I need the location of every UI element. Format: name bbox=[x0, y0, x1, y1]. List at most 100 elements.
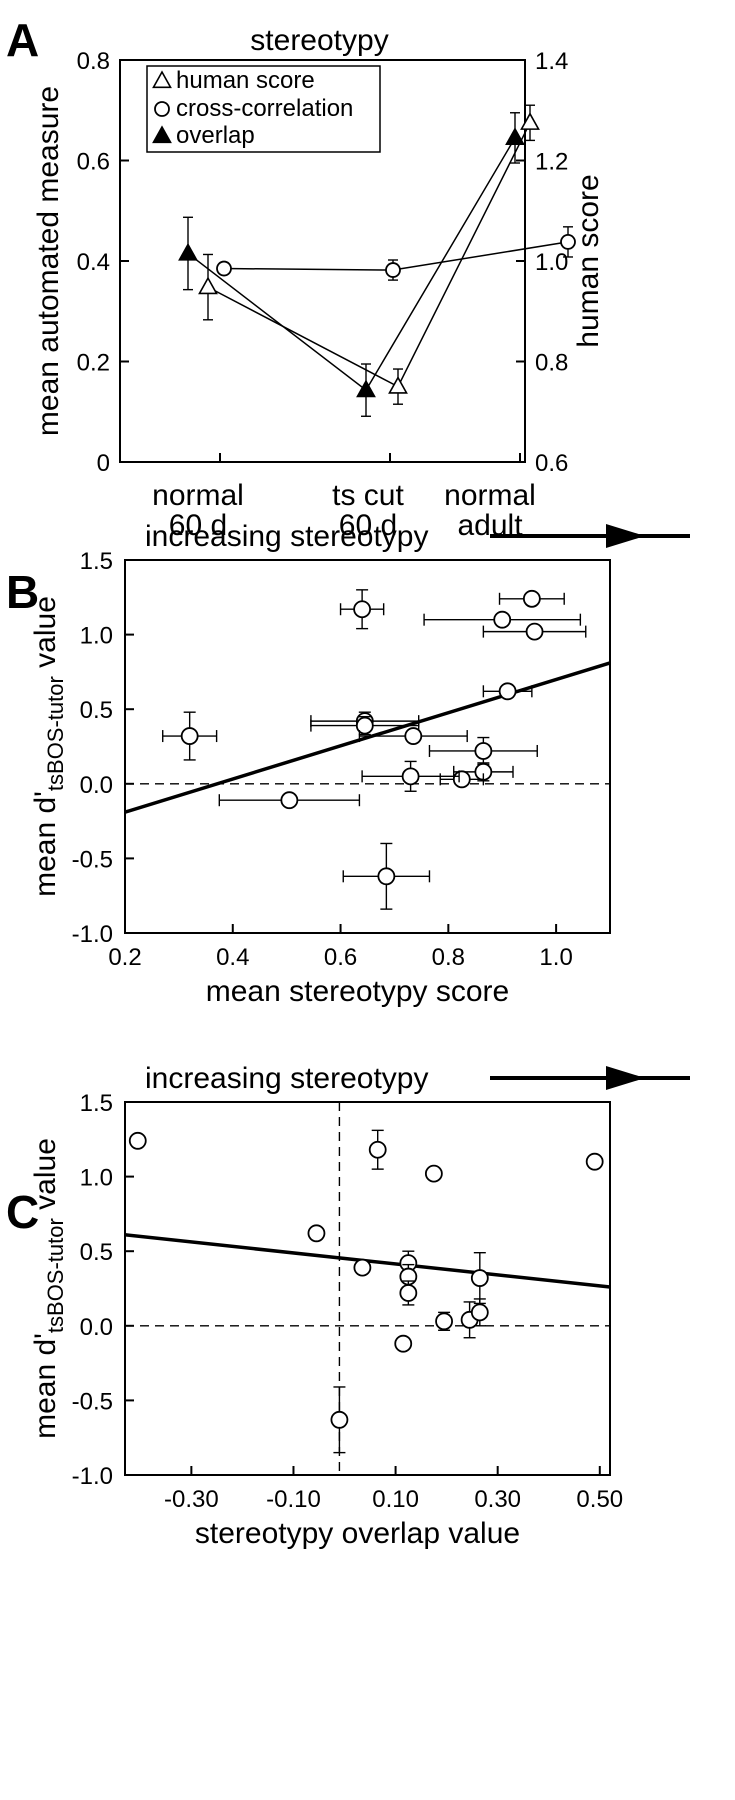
data-point bbox=[470, 1269, 489, 1287]
y-tick-label: -0.5 bbox=[72, 846, 113, 873]
series-1-point bbox=[560, 234, 576, 250]
legend-entry-0: human score bbox=[176, 67, 315, 94]
data-point bbox=[368, 1140, 387, 1159]
annotation-text: increasing stereotypy bbox=[145, 520, 428, 553]
y-tick-label: -1.0 bbox=[72, 921, 113, 948]
y-axis-label-right: human score bbox=[572, 174, 605, 347]
regression-line bbox=[124, 661, 611, 814]
y-tick-label: 0.6 bbox=[77, 149, 110, 176]
data-point bbox=[377, 867, 396, 886]
y-tick-label: 0.0 bbox=[80, 1314, 113, 1341]
panel-letter-a: A bbox=[6, 14, 39, 66]
legend-marker-0 bbox=[152, 70, 172, 89]
data-point bbox=[525, 622, 544, 641]
data-point bbox=[498, 682, 517, 701]
data-point bbox=[401, 767, 420, 786]
data-point bbox=[280, 791, 299, 810]
annotation-arrowhead bbox=[606, 524, 645, 548]
panel-b-chart: increasing stereotypy -1.0 -0.5 0.0 0.5 1.0 1.… bbox=[29, 520, 690, 1008]
legend-entry-1: cross-correlation bbox=[176, 95, 353, 122]
x-tick-label: 0.10 bbox=[372, 1486, 419, 1513]
x-tick-label: -0.30 bbox=[164, 1486, 219, 1513]
data-point bbox=[330, 1410, 349, 1429]
data-point bbox=[424, 1164, 443, 1183]
legend-marker-2 bbox=[152, 125, 172, 144]
series-2-point bbox=[178, 242, 198, 261]
x-tick-label: -0.10 bbox=[266, 1486, 321, 1513]
series-line-2 bbox=[187, 137, 516, 392]
y-right-tick-label: 0.6 bbox=[535, 450, 568, 477]
data-point bbox=[128, 1131, 147, 1150]
plot-frame bbox=[124, 559, 611, 934]
series-2-point bbox=[505, 127, 525, 145]
series-2-point bbox=[356, 379, 376, 398]
panel-letter-b: B bbox=[6, 566, 39, 618]
series-0-point bbox=[520, 112, 540, 130]
y-right-tick-label: 0.8 bbox=[535, 350, 568, 377]
x-tick-label: 0.30 bbox=[474, 1486, 521, 1513]
x-axis-label: stereotypy overlap value bbox=[195, 1517, 520, 1550]
data-point bbox=[474, 742, 493, 760]
x-category-label: 60 d bbox=[339, 509, 397, 542]
y-axis-label: mean automated measure bbox=[32, 86, 65, 436]
y-tick-label: 0.8 bbox=[77, 48, 110, 75]
series-0-point bbox=[198, 276, 218, 295]
x-tick-label: 0.50 bbox=[576, 1486, 623, 1513]
x-tick-label: 0.2 bbox=[108, 944, 141, 971]
series-1-point bbox=[216, 260, 232, 277]
data-point bbox=[585, 1152, 604, 1171]
plot-frame bbox=[124, 1101, 611, 1476]
x-category-label: ts cut bbox=[332, 479, 404, 512]
y-tick-label: -1.0 bbox=[72, 1463, 113, 1490]
y-tick-label: 0.5 bbox=[80, 1239, 113, 1266]
x-tick-label: 1.0 bbox=[539, 944, 572, 971]
series-line-0 bbox=[207, 122, 531, 388]
y-tick-label: 1.5 bbox=[80, 548, 113, 575]
x-category-label: normal bbox=[152, 479, 244, 512]
data-point bbox=[394, 1334, 413, 1353]
y-tick-label: 1.0 bbox=[80, 623, 113, 650]
panel-a-chart: stereotypy 0 0.2 0.4 0.6 0.8 0.6 0.8 1.0 1.2 1.4 me… bbox=[32, 24, 605, 542]
data-point bbox=[470, 1303, 489, 1322]
x-category-label: normal bbox=[444, 479, 536, 512]
x-tick-label: 0.4 bbox=[216, 944, 249, 971]
legend-marker-1 bbox=[154, 101, 170, 117]
x-category-label: 60 d bbox=[169, 509, 227, 542]
data-point bbox=[307, 1224, 326, 1243]
y-tick-label: 0 bbox=[97, 450, 110, 477]
y-tick-label: 0.4 bbox=[77, 249, 110, 276]
series-0-point bbox=[388, 375, 408, 394]
data-point bbox=[452, 770, 471, 789]
y-tick-label: 0.2 bbox=[77, 350, 110, 377]
annotation-text: increasing stereotypy bbox=[145, 1062, 428, 1095]
data-point bbox=[493, 610, 512, 629]
x-axis-label: mean stereotypy score bbox=[206, 975, 509, 1008]
x-tick-label: 0.8 bbox=[432, 944, 465, 971]
annotation-arrowhead bbox=[606, 1066, 645, 1090]
y-axis-label: mean d'tsBOS-tutor value bbox=[29, 1138, 68, 1439]
y-tick-label: 0.5 bbox=[80, 697, 113, 724]
y-right-tick-label: 1.4 bbox=[535, 48, 568, 75]
chart-title: stereotypy bbox=[250, 24, 388, 57]
panel-c-chart: increasing stereotypy -1.0 -0.5 0.0 0.5 1.0 1.… bbox=[29, 1062, 690, 1550]
data-point bbox=[180, 727, 199, 745]
panel-letter-c: C bbox=[6, 1186, 39, 1238]
y-axis-label: mean d'tsBOS-tutor value bbox=[29, 596, 68, 897]
y-tick-label: 1.0 bbox=[80, 1165, 113, 1192]
legend-entry-2: overlap bbox=[176, 122, 255, 149]
data-point bbox=[435, 1312, 453, 1331]
y-right-tick-label: 1.2 bbox=[535, 149, 568, 176]
data-point bbox=[404, 727, 423, 745]
x-tick-label: 0.6 bbox=[324, 944, 357, 971]
y-tick-label: 0.0 bbox=[80, 772, 113, 799]
data-point bbox=[353, 1258, 372, 1277]
y-tick-label: -0.5 bbox=[72, 1388, 113, 1415]
data-point bbox=[353, 600, 372, 619]
data-point bbox=[355, 716, 374, 735]
data-point bbox=[399, 1284, 418, 1302]
y-right-tick-label: 1.0 bbox=[535, 249, 568, 276]
y-tick-label: 1.5 bbox=[80, 1090, 113, 1117]
series-1-point bbox=[385, 262, 401, 278]
legend-box bbox=[146, 65, 381, 153]
